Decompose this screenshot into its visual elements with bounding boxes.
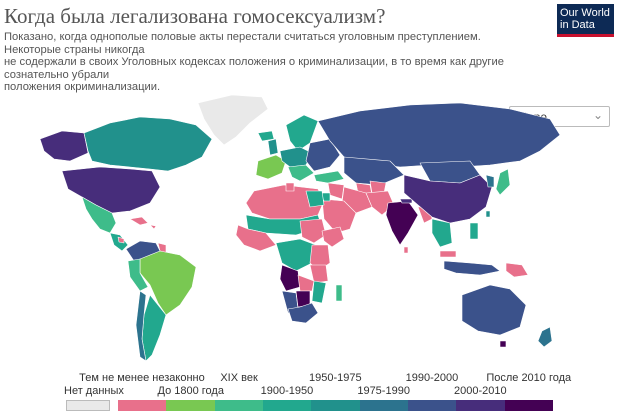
region-south-africa[interactable] xyxy=(287,302,319,324)
legend-swatch[interactable] xyxy=(311,400,361,411)
region-angola[interactable] xyxy=(279,264,301,292)
legend-label: 2000-2010 xyxy=(454,385,507,397)
legend-label: 1975-1990 xyxy=(357,385,410,397)
region-mozambique[interactable] xyxy=(311,280,327,304)
region-tanzania[interactable] xyxy=(309,264,329,284)
legend: Нет данных Тем не менее незаконно До 1800 … xyxy=(0,368,620,416)
region-tunisia[interactable] xyxy=(285,182,295,192)
region-philippines[interactable] xyxy=(469,222,479,240)
subtitle-line: не содержали в своих Уголовных кодексах … xyxy=(4,56,504,69)
region-west-africa[interactable] xyxy=(235,224,277,252)
region-nepal[interactable] xyxy=(399,198,413,204)
legend-swatch[interactable] xyxy=(214,400,264,411)
region-sri-lanka[interactable] xyxy=(403,246,409,254)
region-indonesia[interactable] xyxy=(443,260,501,276)
region-australia[interactable] xyxy=(461,284,527,336)
region-canada[interactable] xyxy=(83,116,213,172)
legend-label-no-data: Нет данных xyxy=(64,385,124,397)
region-new-zealand[interactable] xyxy=(537,326,553,348)
region-korea[interactable] xyxy=(485,174,495,188)
chart-title: Когда была легализована гомосексуализм? xyxy=(4,4,386,28)
region-alaska[interactable] xyxy=(39,130,89,162)
region-iceland[interactable] xyxy=(257,130,275,142)
logo-line: Our World xyxy=(560,7,610,19)
chart-subtitle: Показано, когда однополые половые акты п… xyxy=(4,31,534,94)
subtitle-line: положения окриминализации. xyxy=(4,81,161,94)
legend-swatch[interactable] xyxy=(263,400,312,411)
region-madagascar[interactable] xyxy=(335,284,343,302)
region-caribbean[interactable] xyxy=(129,216,149,226)
chevron-down-icon: ⌄ xyxy=(592,108,603,122)
region-russia[interactable] xyxy=(317,102,561,168)
region-arabia[interactable] xyxy=(321,198,357,234)
region-iraq-syria[interactable] xyxy=(327,182,345,200)
region-greenland[interactable] xyxy=(197,95,269,146)
owid-logo[interactable]: Our World in Data xyxy=(557,4,614,37)
region-brazil[interactable] xyxy=(139,250,197,316)
region-chile[interactable] xyxy=(135,290,147,362)
logo-line: in Data xyxy=(560,19,595,31)
legend-label: 1900-1950 xyxy=(260,385,314,397)
region-tasmania[interactable] xyxy=(499,340,507,348)
world-map xyxy=(39,95,561,362)
legend-swatch-no-data[interactable] xyxy=(66,400,110,411)
legend-label: XIX век xyxy=(220,372,258,384)
region-malaysia[interactable] xyxy=(439,250,457,258)
legend-label: Тем не менее незаконно xyxy=(79,372,205,384)
region-sudan[interactable] xyxy=(299,218,327,244)
region-india[interactable] xyxy=(385,200,419,246)
region-horn-africa[interactable] xyxy=(321,226,345,248)
region-taiwan[interactable] xyxy=(485,210,491,218)
region-uk[interactable] xyxy=(267,138,279,156)
legend-label: После 2010 года xyxy=(486,372,572,384)
legend-swatch[interactable] xyxy=(408,400,457,411)
region-usa[interactable] xyxy=(61,166,161,214)
region-japan[interactable] xyxy=(495,168,511,196)
region-caribbean-2[interactable] xyxy=(149,224,157,230)
subtitle-line: сознательно убрали xyxy=(4,68,110,81)
legend-swatch[interactable] xyxy=(118,400,167,411)
legend-label: До 1800 года xyxy=(157,385,224,397)
region-china[interactable] xyxy=(403,174,493,224)
legend-swatch[interactable] xyxy=(456,400,506,411)
subtitle-line: Показано, когда однополые половые акты п… xyxy=(4,31,481,43)
region-peru[interactable] xyxy=(127,258,149,292)
subtitle-line: Некоторые страны никогда xyxy=(4,43,145,56)
region-png[interactable] xyxy=(505,262,529,278)
legend-label: 1990-2000 xyxy=(405,372,459,384)
legend-swatch[interactable] xyxy=(359,400,409,411)
region-central-america-illegal[interactable] xyxy=(117,236,125,244)
region-zambia[interactable] xyxy=(297,274,315,292)
region-turkey[interactable] xyxy=(313,170,345,184)
region-italy-balkans[interactable] xyxy=(287,164,315,182)
legend-label: 1950-1975 xyxy=(309,372,362,384)
region-indochina[interactable] xyxy=(431,218,453,248)
region-egypt[interactable] xyxy=(305,190,325,208)
region-france-iberia[interactable] xyxy=(255,154,287,180)
legend-swatch[interactable] xyxy=(166,400,216,411)
legend-swatch[interactable] xyxy=(504,400,554,411)
